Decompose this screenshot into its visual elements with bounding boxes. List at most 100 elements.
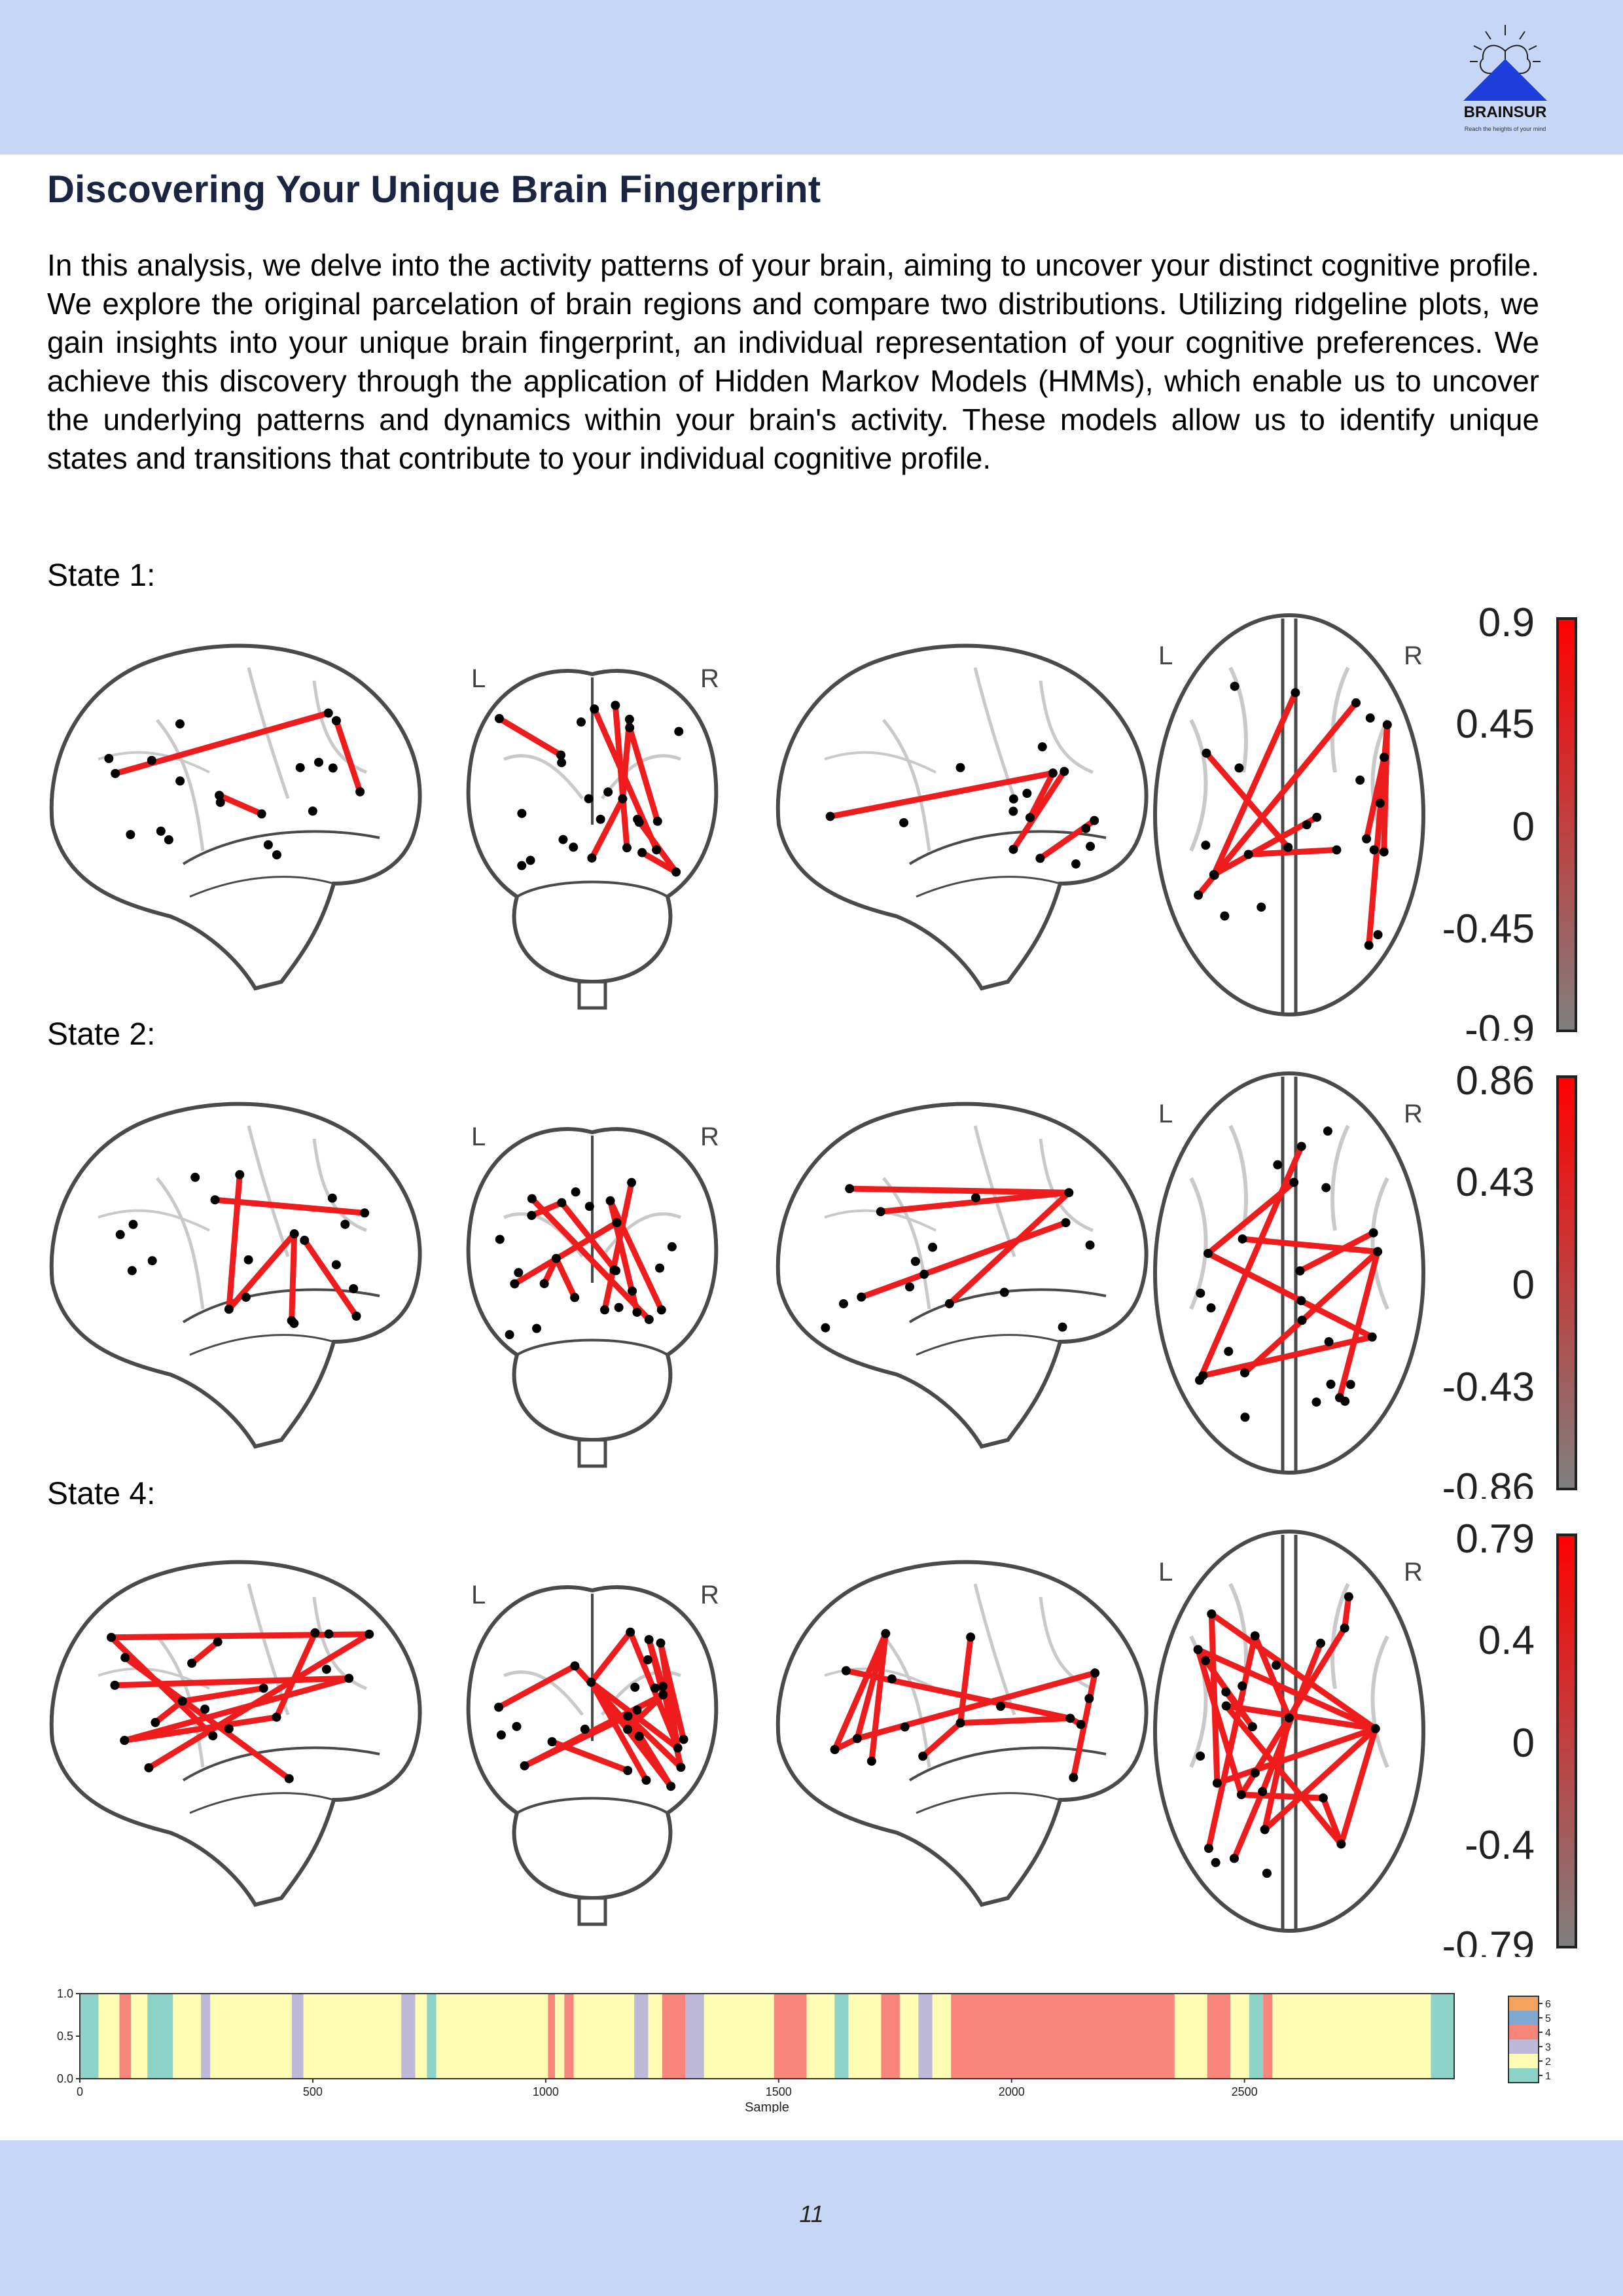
- region-node: [1229, 1854, 1239, 1863]
- region-node: [955, 762, 965, 772]
- region-node: [618, 794, 628, 804]
- state-segment: [1431, 1994, 1454, 2079]
- region-node: [1262, 1869, 1272, 1878]
- region-node: [355, 787, 365, 797]
- region-node: [1324, 1337, 1334, 1347]
- region-node: [147, 755, 156, 765]
- region-node: [107, 1632, 116, 1642]
- state-segment: [918, 1994, 933, 2079]
- state-label: State 2:: [47, 1017, 156, 1052]
- state-segment: [1230, 1994, 1249, 2079]
- region-node: [596, 814, 605, 824]
- hemisphere-label-right: R: [700, 1122, 719, 1151]
- region-node: [1260, 1825, 1270, 1835]
- colorbar-tick-label: -0.43: [1442, 1365, 1535, 1410]
- colorbar-tick-label: 0.9: [1478, 600, 1535, 645]
- state-segment: [662, 1994, 686, 2079]
- connection-edge: [1336, 1248, 1381, 1401]
- hemisphere-label-right: R: [700, 1581, 719, 1609]
- region-node: [1085, 1240, 1095, 1250]
- legend-swatch: [1508, 2039, 1539, 2054]
- connection-edge: [289, 1230, 298, 1324]
- x-tick-label: 500: [303, 2085, 323, 2098]
- connection-edge: [1200, 1334, 1376, 1379]
- left-sagittal-brain-view: [49, 1102, 422, 1449]
- region-node: [156, 826, 166, 836]
- brainstem: [577, 1896, 607, 1926]
- region-node: [1061, 1218, 1071, 1228]
- region-node: [571, 1187, 580, 1197]
- region-node: [164, 835, 173, 845]
- region-node: [586, 1677, 596, 1687]
- state-1-connectome-figure: L RL R0.90.450-0.45-0.9: [49, 600, 1577, 1041]
- connection-edge: [226, 1230, 298, 1312]
- region-node: [1065, 1713, 1075, 1723]
- colorbar-tick-label: -0.45: [1442, 906, 1535, 952]
- region-node: [655, 1263, 665, 1273]
- right-sagittal-brain-view: [776, 1560, 1149, 1907]
- connection-edge: [301, 1237, 360, 1319]
- state-segment: [634, 1994, 649, 2079]
- region-node: [215, 791, 224, 800]
- region-node: [944, 1299, 954, 1308]
- region-node: [576, 717, 586, 727]
- region-node: [674, 726, 684, 736]
- region-node: [599, 1305, 609, 1315]
- connection-edge: [588, 1629, 633, 1685]
- region-node: [510, 1279, 520, 1289]
- region-node: [512, 1721, 522, 1731]
- region-node: [900, 1722, 910, 1732]
- region-node: [1318, 1793, 1328, 1803]
- brain-outline: [776, 1560, 1149, 1907]
- region-node: [996, 1702, 1006, 1712]
- region-node: [1201, 840, 1211, 850]
- region-node: [614, 1302, 624, 1312]
- region-node: [1076, 1719, 1086, 1729]
- state-segment: [648, 1994, 662, 2079]
- state-segment: [881, 1994, 900, 2079]
- connection-edge: [152, 1698, 186, 1726]
- connection-edge: [1231, 1788, 1266, 1861]
- region-node: [656, 1305, 666, 1315]
- region-node: [1295, 1266, 1305, 1276]
- state-segment: [131, 1994, 148, 2079]
- connection-edge: [1211, 814, 1320, 878]
- connection-edge: [511, 1219, 620, 1287]
- sulcus-line: [1228, 1124, 1350, 1231]
- region-node: [263, 840, 273, 850]
- region-node: [1090, 1668, 1100, 1678]
- sulcus-line: [156, 1177, 205, 1310]
- region-node: [110, 1680, 120, 1690]
- connection-edge: [1195, 1646, 1245, 1798]
- logo-tagline: Reach the heights of your mind: [1464, 126, 1546, 132]
- region-node: [611, 700, 620, 710]
- region-node: [1008, 806, 1018, 816]
- state-segment: [1263, 1994, 1273, 2079]
- region-node: [340, 1219, 350, 1229]
- colorbar-tick-label: 0: [1512, 1721, 1535, 1766]
- region-node: [584, 1202, 594, 1211]
- region-node: [127, 1266, 137, 1276]
- region-node: [224, 1304, 234, 1314]
- connection-edge: [854, 1670, 1098, 1742]
- region-node: [208, 1731, 218, 1741]
- region-node: [235, 1170, 245, 1179]
- region-node: [652, 845, 662, 855]
- region-node: [115, 1230, 125, 1240]
- region-node: [637, 848, 647, 857]
- region-node: [1202, 748, 1211, 758]
- connection-edge: [179, 1685, 267, 1704]
- region-node: [1297, 1316, 1307, 1325]
- region-node: [1365, 713, 1375, 723]
- connection-edge: [496, 715, 564, 759]
- region-node: [825, 812, 835, 821]
- region-node: [557, 1198, 567, 1208]
- connection-edge: [1208, 1611, 1379, 1732]
- region-node: [289, 1318, 299, 1328]
- region-node: [314, 757, 324, 767]
- region-node: [999, 1287, 1009, 1297]
- region-node: [625, 723, 635, 732]
- region-node: [190, 1172, 200, 1182]
- sulcus-line: [98, 1209, 210, 1232]
